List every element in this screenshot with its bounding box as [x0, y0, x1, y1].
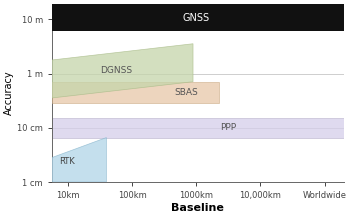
- Text: DGNSS: DGNSS: [100, 66, 132, 75]
- Polygon shape: [52, 118, 344, 138]
- Text: PPP: PPP: [220, 123, 237, 132]
- Polygon shape: [52, 138, 106, 182]
- Text: RTK: RTK: [59, 157, 75, 166]
- Polygon shape: [52, 82, 219, 103]
- Polygon shape: [52, 44, 193, 98]
- X-axis label: Baseline: Baseline: [171, 203, 224, 213]
- Text: SBAS: SBAS: [175, 88, 199, 97]
- Text: GNSS: GNSS: [183, 13, 210, 23]
- Polygon shape: [52, 4, 344, 31]
- Y-axis label: Accuracy: Accuracy: [4, 71, 14, 115]
